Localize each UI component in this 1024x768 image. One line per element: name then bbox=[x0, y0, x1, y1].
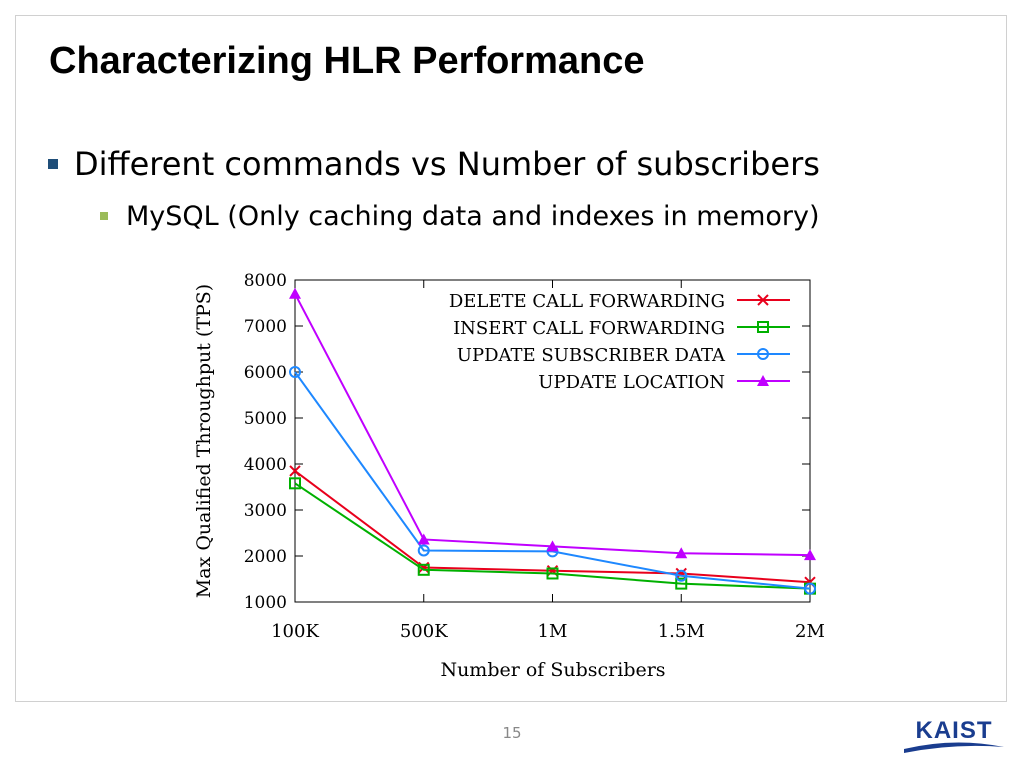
logo-swoosh-icon bbox=[904, 742, 1004, 753]
bullet-level-2: MySQL (Only caching data and indexes in … bbox=[100, 198, 820, 234]
data-point bbox=[546, 540, 559, 552]
logo-text: KAIST bbox=[915, 717, 993, 744]
y-axis-label: Max Qualified Throughput (TPS) bbox=[193, 284, 215, 598]
data-point bbox=[289, 287, 301, 299]
legend-marker bbox=[757, 321, 769, 333]
series-line bbox=[294, 371, 811, 590]
chart-axes: 1000 2000 3000 4000 5000 6000 7000 8000 100K 500K… bbox=[244, 271, 825, 642]
x-tick-label: 2M bbox=[795, 621, 825, 642]
data-point bbox=[289, 465, 301, 477]
slide-title: Characterizing HLR Performance bbox=[49, 40, 645, 82]
chart-series bbox=[289, 287, 816, 595]
x-tick-label: 1M bbox=[538, 621, 568, 642]
x-tick-label: 500K bbox=[400, 621, 448, 642]
legend-label: DELETE CALL FORWARDING bbox=[449, 291, 725, 312]
legend-marker bbox=[757, 375, 769, 386]
y-tick-label: 7000 bbox=[244, 317, 287, 337]
legend-marker bbox=[757, 348, 769, 360]
data-point bbox=[417, 533, 430, 545]
x-tick-label: 1.5M bbox=[658, 621, 705, 642]
data-point bbox=[804, 549, 816, 561]
data-point bbox=[804, 582, 816, 595]
data-point bbox=[675, 547, 688, 559]
x-tick-label: 100K bbox=[271, 621, 319, 642]
data-point bbox=[417, 544, 430, 557]
data-point bbox=[675, 569, 688, 582]
legend-label: UPDATE SUBSCRIBER DATA bbox=[457, 345, 726, 366]
y-tick-label: 2000 bbox=[244, 547, 287, 567]
legend-label: INSERT CALL FORWARDING bbox=[453, 318, 725, 339]
y-tick-label: 3000 bbox=[244, 501, 287, 521]
bullet-level-1: Different commands vs Number of subscrib… bbox=[48, 142, 820, 186]
legend-marker bbox=[757, 294, 769, 306]
data-point bbox=[289, 477, 301, 490]
y-tick-label: 8000 bbox=[244, 271, 287, 291]
data-point bbox=[417, 563, 430, 576]
data-point bbox=[289, 366, 301, 378]
kaist-logo: KAIST bbox=[900, 715, 1008, 755]
legend-label: UPDATE LOCATION bbox=[538, 372, 725, 393]
x-axis-label: Number of Subscribers bbox=[440, 659, 665, 681]
chart-legend: DELETE CALL FORWARDING INSERT CALL FORWAR… bbox=[449, 291, 790, 393]
series-line bbox=[294, 470, 811, 584]
y-tick-label: 4000 bbox=[244, 455, 287, 475]
y-tick-label: 1000 bbox=[244, 593, 287, 613]
bullet-level-2-text: MySQL (Only caching data and indexes in … bbox=[126, 200, 820, 232]
data-point bbox=[546, 567, 559, 580]
series-line bbox=[294, 482, 811, 590]
y-tick-label: 5000 bbox=[244, 409, 287, 429]
data-point bbox=[675, 577, 688, 590]
slide-frame bbox=[15, 15, 1007, 702]
bullet-square-icon bbox=[100, 212, 108, 220]
bullet-square-icon bbox=[48, 159, 58, 169]
page-number: 15 bbox=[502, 724, 522, 742]
y-tick-label: 6000 bbox=[244, 363, 287, 383]
bullet-level-1-text: Different commands vs Number of subscrib… bbox=[74, 145, 820, 183]
